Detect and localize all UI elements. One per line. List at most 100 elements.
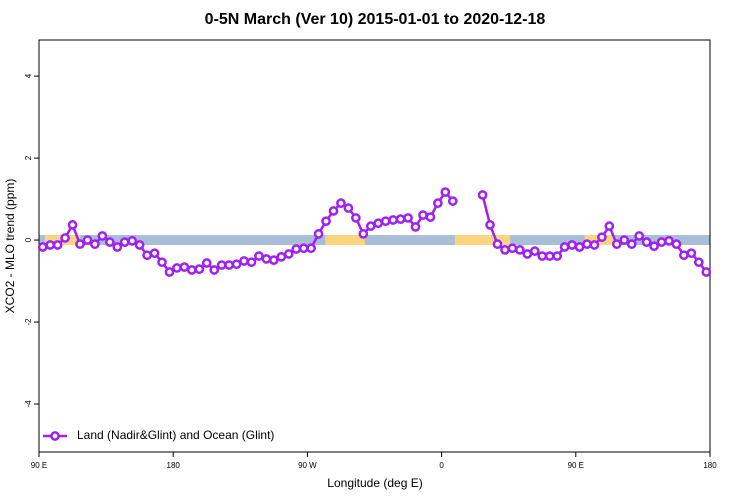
data-point	[634, 231, 645, 241]
data-point	[112, 242, 123, 252]
x-tick-label: 90 W	[298, 461, 317, 470]
data-point	[336, 198, 346, 209]
data-point	[157, 257, 167, 268]
land-band	[325, 235, 365, 246]
x-axis-label: Longitude (deg E)	[327, 476, 422, 490]
data-point	[559, 242, 570, 252]
data-point	[582, 239, 592, 250]
data-point	[142, 250, 152, 261]
data-point	[254, 251, 264, 261]
land-band	[455, 235, 511, 246]
data-point	[656, 237, 667, 247]
data-point	[164, 267, 175, 277]
data-point	[358, 229, 369, 239]
data-point	[179, 262, 190, 272]
data-point	[477, 190, 488, 200]
data-point	[224, 260, 234, 270]
data-point	[693, 257, 704, 268]
data-point	[216, 260, 227, 270]
data-point	[492, 239, 503, 250]
data-point	[433, 198, 443, 209]
data-point	[552, 251, 563, 261]
data-point	[149, 248, 160, 259]
data-point	[403, 213, 413, 223]
data-point	[45, 240, 56, 250]
data-point	[246, 257, 257, 268]
x-tick-label: 180	[703, 461, 717, 470]
data-point	[261, 254, 272, 264]
data-point	[104, 237, 115, 247]
data-point	[619, 235, 630, 245]
data-point	[515, 245, 525, 255]
data-point	[544, 251, 555, 261]
data-point	[686, 248, 697, 259]
data-point	[410, 222, 421, 232]
y-tick-label: -2	[24, 318, 33, 326]
data-point	[380, 216, 391, 227]
y-tick-label: 2	[24, 155, 33, 160]
x-tick-label: 90 E	[568, 461, 584, 470]
data-point	[82, 235, 93, 245]
data-point	[209, 265, 220, 275]
data-point	[485, 220, 495, 230]
data-point	[604, 221, 615, 231]
data-point	[671, 239, 682, 250]
data-point	[343, 203, 354, 213]
data-point	[641, 237, 652, 247]
data-point	[679, 250, 689, 261]
data-point	[75, 239, 85, 250]
data-point	[269, 255, 279, 265]
data-point	[522, 249, 533, 259]
data-point	[626, 239, 637, 250]
data-point	[418, 210, 428, 220]
data-point	[500, 245, 510, 255]
data-point	[231, 259, 242, 270]
data-point	[119, 237, 130, 247]
data-point	[172, 263, 182, 273]
data-point	[298, 243, 309, 254]
chart-title: 0-5N March (Ver 10) 2015-01-01 to 2020-1…	[205, 11, 546, 28]
data-point	[574, 242, 585, 252]
data-point	[351, 213, 361, 223]
x-tick-label: 90 E	[31, 461, 47, 470]
legend-marker	[50, 431, 60, 441]
ocean-band	[39, 235, 710, 246]
data-point	[388, 215, 398, 225]
data-point	[313, 229, 324, 239]
data-point	[664, 236, 674, 246]
x-tick-label: 0	[439, 461, 444, 470]
data-point	[127, 236, 138, 246]
data-point	[67, 220, 78, 230]
data-point	[589, 240, 600, 250]
data-point	[134, 240, 145, 250]
data-point	[425, 212, 436, 222]
legend-label: Land (Nadir&Glint) and Ocean (Glint)	[77, 428, 274, 442]
data-point	[52, 240, 63, 250]
data-point	[194, 264, 205, 275]
data-point	[529, 246, 540, 256]
x-tick-label: 180	[167, 461, 181, 470]
data-point	[440, 187, 451, 197]
y-tick-label: 4	[24, 73, 33, 78]
data-point	[447, 196, 458, 206]
data-point	[611, 239, 622, 250]
data-point	[321, 216, 331, 227]
data-point	[90, 239, 100, 250]
y-tick-label: 0	[24, 237, 33, 242]
data-point	[291, 244, 302, 254]
data-point	[507, 243, 518, 254]
data-line	[42, 190, 708, 274]
data-point	[537, 251, 548, 261]
data-point	[283, 249, 294, 259]
data-point	[701, 267, 712, 277]
data-point	[60, 233, 70, 243]
data-point	[97, 231, 108, 241]
data-point	[649, 241, 659, 252]
data-point	[567, 240, 577, 250]
data-point	[239, 256, 249, 266]
data-point	[201, 258, 212, 268]
data-point	[395, 214, 406, 224]
y-axis-label: XCO2 - MLO trend (ppm)	[3, 179, 17, 314]
data-point	[328, 206, 339, 216]
